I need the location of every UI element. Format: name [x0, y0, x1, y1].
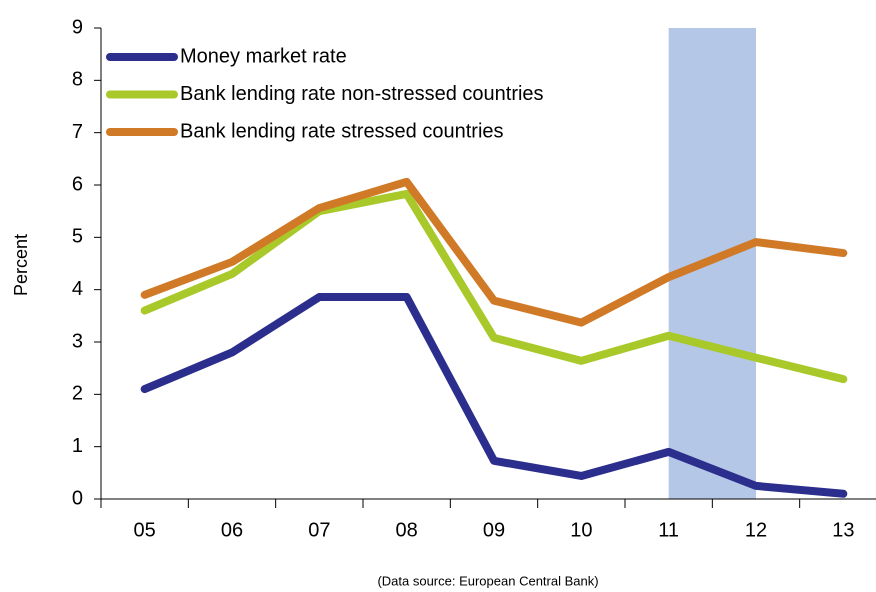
y-tick-label: 7 [72, 121, 83, 143]
y-tick-label: 6 [72, 173, 83, 195]
y-tick-label: 8 [72, 69, 83, 91]
legend-label: Bank lending rate non-stressed countries [180, 83, 544, 105]
y-tick-label: 2 [72, 383, 83, 405]
series-line [140, 189, 848, 384]
series-line [140, 292, 848, 498]
x-tick-label: 12 [745, 519, 767, 541]
x-tick-label: 10 [570, 519, 592, 541]
y-tick-label: 0 [72, 487, 83, 509]
legend-label: Money market rate [180, 45, 347, 67]
legend-label: Bank lending rate stressed countries [180, 120, 504, 142]
y-tick-label: 9 [72, 16, 83, 38]
x-tick-label: 05 [134, 519, 156, 541]
x-tick-label: 06 [221, 519, 243, 541]
series-line [140, 177, 848, 327]
y-tick-label: 1 [72, 435, 83, 457]
source-note: (Data source: European Central Bank) [377, 573, 598, 588]
x-tick-label: 07 [308, 519, 330, 541]
y-tick-label: 4 [72, 278, 83, 300]
y-tick-label: 3 [72, 330, 83, 352]
x-tick-label: 09 [483, 519, 505, 541]
y-tick-label: 5 [72, 226, 83, 248]
y-axis-label: Percent [11, 234, 31, 296]
x-tick-label: 08 [396, 519, 418, 541]
x-tick-label: 11 [658, 519, 679, 541]
x-tick-label: 13 [832, 519, 854, 541]
